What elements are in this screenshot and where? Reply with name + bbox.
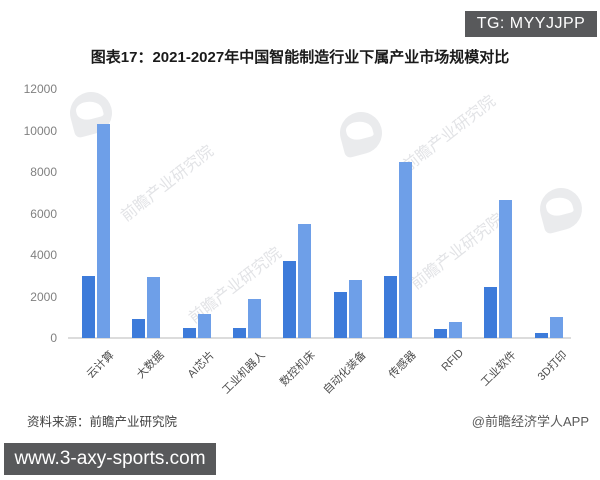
bar-AI芯片-dark-blue-series (183, 328, 196, 338)
x-axis-label: AI芯片 (185, 349, 218, 381)
y-axis-tick: 4000 (30, 248, 57, 262)
y-axis-tick: 2000 (30, 289, 57, 304)
x-axis-label: RFID (439, 347, 467, 374)
x-axis-label: 自动化装备 (320, 349, 369, 397)
y-axis-tick: 0 (50, 331, 57, 345)
bar-大数据-light-blue-series (147, 277, 160, 338)
y-axis-tick: 10000 (23, 123, 57, 138)
x-axis-label: 工业软件 (479, 349, 520, 389)
x-axis-line (68, 337, 571, 339)
bar-传感器-light-blue-series (399, 162, 412, 338)
bar-传感器-dark-blue-series (384, 276, 397, 338)
bar-云计算-dark-blue-series (82, 276, 95, 338)
bar-工业软件-light-blue-series (499, 200, 512, 338)
bar-工业机器人-light-blue-series (248, 299, 261, 338)
tg-badge: TG: MYYJJPP (465, 11, 597, 37)
bar-云计算-light-blue-series (97, 124, 110, 338)
x-axis-label: 云计算 (84, 349, 117, 381)
bar-RFID-light-blue-series (449, 322, 462, 338)
x-axis-label: 大数据 (135, 349, 167, 381)
bar-大数据-dark-blue-series (132, 319, 145, 338)
bar-自动化装备-light-blue-series (349, 280, 362, 338)
y-axis-tick: 8000 (30, 165, 57, 179)
x-axis-label: 3D打印 (535, 349, 570, 384)
data-source-label: 资料来源：前瞻产业研究院 (27, 415, 178, 429)
bar-数控机床-dark-blue-series (283, 261, 296, 338)
y-axis-tick: 6000 (30, 206, 57, 221)
bar-数控机床-light-blue-series (298, 224, 311, 338)
bar-3D打印-dark-blue-series (535, 333, 548, 338)
bar-AI芯片-light-blue-series (198, 314, 211, 338)
bar-工业机器人-dark-blue-series (233, 328, 246, 338)
bar-工业软件-dark-blue-series (484, 287, 497, 338)
credit-label: @前瞻经济学人APP (471, 414, 589, 429)
bar-3D打印-light-blue-series (550, 317, 563, 338)
bar-自动化装备-dark-blue-series (334, 292, 347, 338)
x-axis-label: 工业机器人 (220, 349, 268, 397)
website-watermark-bar: www.3-axy-sports.com (4, 443, 216, 475)
x-axis-label: 传感器 (386, 349, 419, 381)
bar-RFID-dark-blue-series (434, 329, 447, 338)
y-axis-tick: 12000 (23, 82, 57, 96)
x-axis-label: 数控机床 (278, 349, 318, 389)
chart-title: 图表17：2021-2027年中国智能制造行业下属产业市场规模对比 (90, 49, 510, 66)
